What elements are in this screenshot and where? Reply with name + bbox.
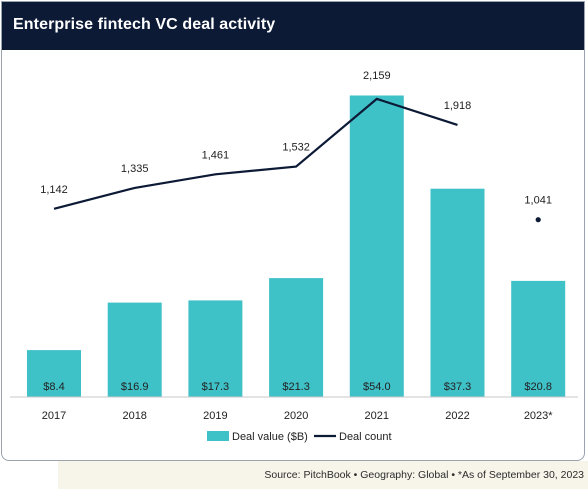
bar-label-2019: $17.3: [202, 381, 230, 393]
bar-2021: [349, 95, 404, 397]
x-tick-2021: 2021: [365, 410, 389, 422]
deal-count-line: [53, 97, 458, 210]
bar-label-2020: $21.3: [282, 381, 310, 393]
bar-label-2023*: $20.8: [524, 381, 552, 393]
line-label-2018: 1,335: [121, 163, 149, 175]
chart-card: Enterprise fintech VC deal activity $8.4…: [1, 1, 585, 461]
line-label-2020: 1,532: [282, 142, 310, 154]
deal-activity-chart: $8.4 2017 1,142 $16.9 2018 1,335 $17.3 2019 1,46…: [10, 70, 578, 443]
x-tick-2022: 2022: [445, 410, 469, 422]
bar-label-2018: $16.9: [121, 381, 149, 393]
bar-label-2021: $54.0: [363, 381, 391, 393]
x-tick-2019: 2019: [203, 410, 227, 422]
x-tick-2023*: 2023*: [524, 410, 553, 422]
legend-swatch-deal-value: [207, 431, 229, 441]
line-label-2019: 1,461: [202, 149, 230, 161]
bar-2022: [430, 188, 485, 397]
line-label-2023*: 1,041: [524, 195, 552, 207]
legend-label-deal-count: Deal count: [339, 431, 392, 443]
bars-layer: [10, 95, 578, 398]
line-label-2022: 1,918: [444, 100, 472, 112]
source-note: Source: PitchBook • Geography: Global • …: [264, 469, 584, 481]
bar-2019: [188, 300, 243, 397]
title-bar: Enterprise fintech VC deal activity: [2, 2, 584, 50]
x-tick-2020: 2020: [284, 410, 308, 422]
legend: Deal value ($B) Deal count: [207, 431, 392, 443]
bar-2023*: [511, 280, 566, 397]
chart-title: Enterprise fintech VC deal activity: [13, 16, 276, 33]
x-tick-2018: 2018: [122, 410, 146, 422]
x-tick-2017: 2017: [42, 410, 66, 422]
bar-label-2017: $8.4: [43, 381, 64, 393]
deal-count-point-2023*: [535, 217, 541, 223]
bar-2018: [107, 302, 162, 397]
line-label-2017: 1,142: [40, 184, 68, 196]
line-layer: [53, 97, 541, 223]
bar-2017: [27, 350, 81, 397]
legend-label-deal-value: Deal value ($B): [232, 431, 308, 443]
bar-2020: [269, 278, 324, 397]
source-bar: Source: PitchBook • Geography: Global • …: [58, 461, 588, 489]
labels-layer: $8.4 2017 1,142 $16.9 2018 1,335 $17.3 2019 1,46…: [40, 70, 553, 422]
bar-label-2022: $37.3: [444, 381, 472, 393]
line-label-2021: 2,159: [363, 70, 391, 82]
